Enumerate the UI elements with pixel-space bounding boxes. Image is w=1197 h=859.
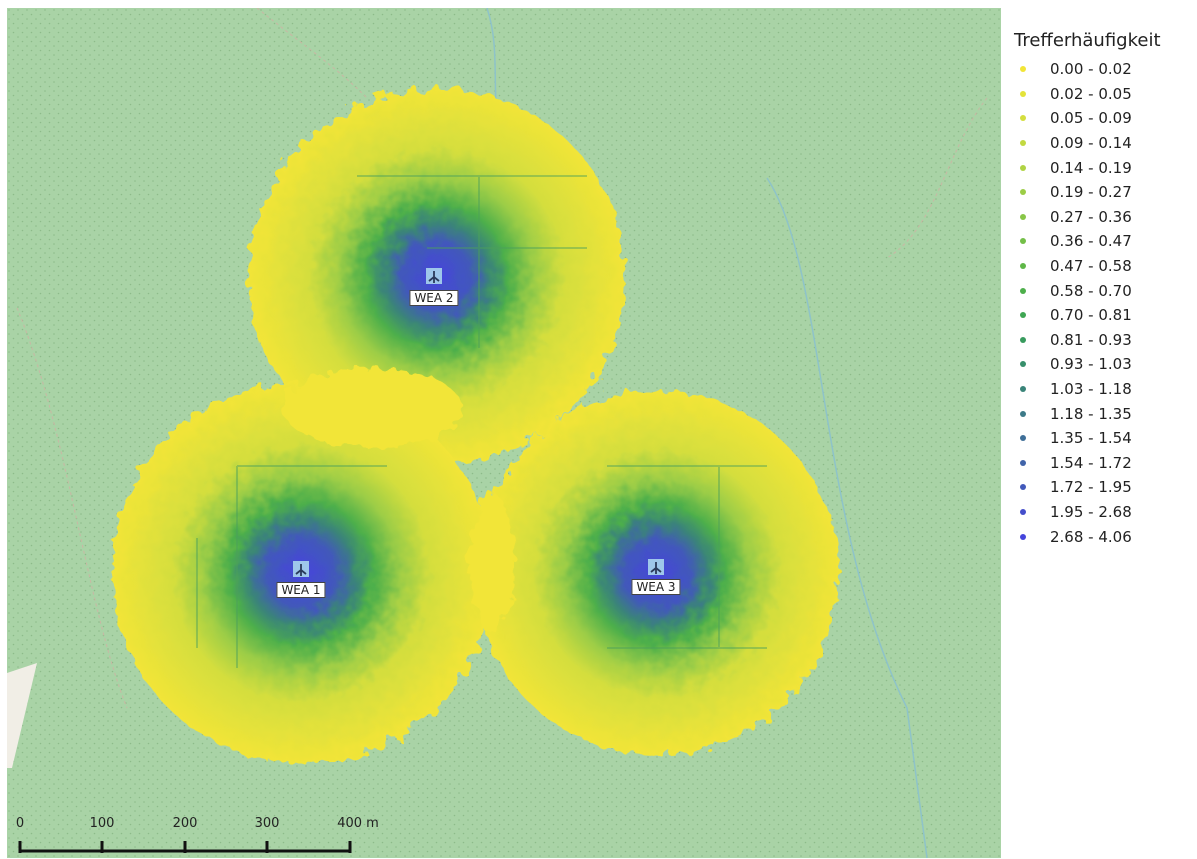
- legend-item-label: 0.47 - 0.58: [1050, 257, 1132, 276]
- legend-swatch: [1020, 140, 1026, 147]
- legend-item: 0.19 - 0.27: [1014, 180, 1194, 205]
- turbine-icon[interactable]: [293, 561, 309, 577]
- legend-item-label: 0.19 - 0.27: [1050, 183, 1132, 202]
- turbine-icon[interactable]: [648, 559, 664, 575]
- turbine-label[interactable]: WEA 1: [276, 582, 326, 598]
- legend-swatch: [1020, 533, 1026, 540]
- turbine-label[interactable]: WEA 3: [631, 579, 681, 595]
- legend-item: 0.14 - 0.19: [1014, 155, 1194, 180]
- legend-item-label: 1.03 - 1.18: [1050, 380, 1132, 399]
- legend-item: 0.36 - 0.47: [1014, 229, 1194, 254]
- path-line: [256, 8, 368, 99]
- legend-item-label: 0.14 - 0.19: [1050, 158, 1132, 177]
- map-layers: [7, 8, 1001, 858]
- legend-item: 1.95 - 2.68: [1014, 500, 1194, 525]
- legend-swatch: [1020, 263, 1026, 270]
- turbine-label[interactable]: WEA 2: [409, 290, 459, 306]
- grid-line: [196, 465, 387, 668]
- legend-swatch: [1020, 459, 1026, 466]
- legend-swatch: [1020, 287, 1026, 294]
- legend-item-label: 0.00 - 0.02: [1050, 60, 1132, 79]
- legend-swatch: [1020, 238, 1026, 245]
- legend-swatch: [1020, 361, 1026, 368]
- overlap-zone: [282, 368, 462, 448]
- legend-item: 0.27 - 0.36: [1014, 205, 1194, 230]
- legend-item: 0.81 - 0.93: [1014, 328, 1194, 353]
- legend-item-label: 1.72 - 1.95: [1050, 478, 1132, 497]
- legend-swatch: [1020, 164, 1026, 171]
- legend-swatch: [1020, 435, 1026, 442]
- legend-item-label: 0.05 - 0.09: [1050, 109, 1132, 128]
- legend-swatch: [1020, 90, 1026, 97]
- legend-swatch: [1020, 336, 1026, 343]
- legend-item: 0.09 - 0.14: [1014, 131, 1194, 156]
- legend-item: 0.05 - 0.09: [1014, 106, 1194, 131]
- legend-swatch: [1020, 213, 1026, 220]
- overlap-zone: [470, 493, 514, 633]
- legend-item: 1.72 - 1.95: [1014, 475, 1194, 500]
- legend-item-label: 1.54 - 1.72: [1050, 453, 1132, 472]
- legend-item-label: 0.93 - 1.03: [1050, 355, 1132, 374]
- legend-item: 0.02 - 0.05: [1014, 82, 1194, 107]
- legend-item: 0.70 - 0.81: [1014, 303, 1194, 328]
- legend-item-label: 2.68 - 4.06: [1050, 527, 1132, 546]
- legend-item-label: 1.95 - 2.68: [1050, 502, 1132, 521]
- legend-item-label: 0.81 - 0.93: [1050, 330, 1132, 349]
- legend-swatch: [1020, 115, 1026, 122]
- legend-item-label: 1.18 - 1.35: [1050, 404, 1132, 423]
- stream-line: [766, 177, 928, 858]
- legend-item: 1.18 - 1.35: [1014, 401, 1194, 426]
- legend-item: 0.00 - 0.02: [1014, 57, 1194, 82]
- legend-item-label: 0.27 - 0.36: [1050, 207, 1132, 226]
- legend-swatch: [1020, 410, 1026, 417]
- legend-title: Trefferhäufigkeit: [1014, 30, 1161, 51]
- legend-item: 1.54 - 1.72: [1014, 451, 1194, 476]
- legend-item: 2.68 - 4.06: [1014, 524, 1194, 549]
- legend-item-label: 0.58 - 0.70: [1050, 281, 1132, 300]
- legend-swatch: [1020, 66, 1026, 73]
- legend-swatch: [1020, 312, 1026, 319]
- grid-line: [607, 465, 767, 649]
- legend-item: 1.35 - 1.54: [1014, 426, 1194, 451]
- road-segment: [7, 663, 37, 768]
- legend-swatch: [1020, 386, 1026, 393]
- turbine-icon[interactable]: [426, 268, 442, 284]
- path-line: [16, 307, 128, 709]
- legend-item-label: 0.09 - 0.14: [1050, 134, 1132, 153]
- legend-item-label: 0.70 - 0.81: [1050, 306, 1132, 325]
- path-line: [886, 97, 988, 259]
- legend-swatch: [1020, 189, 1026, 196]
- legend-item: 0.47 - 0.58: [1014, 254, 1194, 279]
- legend-item: 0.93 - 1.03: [1014, 352, 1194, 377]
- legend-item: 0.58 - 0.70: [1014, 278, 1194, 303]
- legend-item-label: 1.35 - 1.54: [1050, 429, 1132, 448]
- legend-swatch: [1020, 484, 1026, 491]
- legend-swatch: [1020, 508, 1026, 515]
- legend-item-label: 0.36 - 0.47: [1050, 232, 1132, 251]
- legend-item: 1.03 - 1.18: [1014, 377, 1194, 402]
- legend: Trefferhäufigkeit 0.00 - 0.02 0.02 - 0.05…: [1014, 30, 1194, 549]
- legend-item-label: 0.02 - 0.05: [1050, 84, 1132, 103]
- map-canvas[interactable]: WEA 2 WEA 1 WEA 3 0 100 200 300 400 m: [7, 8, 1001, 858]
- grid-line: [357, 175, 587, 348]
- legend-items: 0.00 - 0.02 0.02 - 0.05 0.05 - 0.09 0.09 - …: [1014, 57, 1194, 549]
